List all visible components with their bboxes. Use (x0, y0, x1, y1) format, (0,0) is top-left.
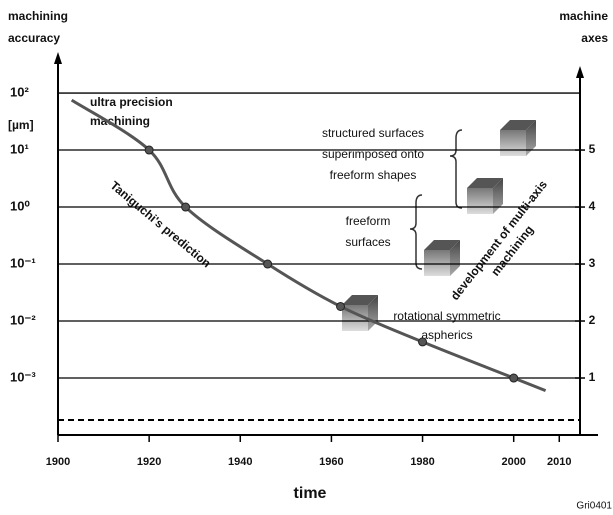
source: Gri0401 (576, 501, 612, 512)
y-tick-label: 10⁰ (10, 198, 30, 213)
brace (410, 195, 422, 269)
annotation: aspherics (421, 328, 472, 342)
y2-tick-label: 3 (589, 256, 596, 270)
annotation: superimposed onto (322, 147, 424, 161)
cube-front (500, 130, 526, 156)
y-tick-label: 10⁻² (10, 312, 36, 327)
data-point (337, 302, 345, 310)
y2-label: axes (581, 31, 608, 45)
chart: machining accuracy [µm] machine axes tim… (0, 0, 613, 515)
y2-tick-label: 2 (589, 313, 596, 327)
axis-arrow (54, 52, 62, 64)
annotation: ultra precision (90, 95, 173, 109)
y-label: accuracy (8, 31, 60, 45)
data-point (510, 374, 518, 382)
page: machining accuracy [µm] machine axes tim… (0, 0, 613, 515)
x-label: time (294, 485, 327, 502)
y-unit: [µm] (8, 118, 34, 132)
y2-label: machine (559, 9, 608, 23)
cube-front (424, 250, 450, 276)
annotation: surfaces (345, 235, 390, 249)
annotation: Taniguchi's prediction (108, 178, 214, 270)
data-point (182, 203, 190, 211)
y2-tick-label: 4 (589, 199, 596, 213)
y2-tick-label: 1 (589, 370, 596, 384)
x-tick-label: 1920 (137, 456, 161, 468)
data-point (264, 260, 272, 268)
y-label: machining (8, 9, 68, 23)
x-tick-label: 1900 (46, 456, 70, 468)
brace (450, 130, 462, 208)
y-tick-label: 10¹ (10, 141, 29, 156)
data-point (419, 338, 427, 346)
y-tick-label: 10² (10, 84, 29, 99)
annotation: freeform shapes (330, 168, 417, 182)
y-tick-label: 10⁻¹ (10, 255, 36, 270)
x-tick-label: 2010 (547, 456, 571, 468)
annotation: structured surfaces (322, 126, 424, 140)
x-tick-label: 2000 (501, 456, 525, 468)
x-tick-label: 1980 (410, 456, 434, 468)
x-tick-label: 1960 (319, 456, 343, 468)
y2-tick-label: 5 (589, 142, 596, 156)
annotation: freeform (346, 214, 391, 228)
cube-front (467, 188, 493, 214)
data-point (145, 146, 153, 154)
annotation-group: development of multi-axis machining (448, 177, 564, 313)
axis-arrow (576, 66, 584, 78)
y-tick-label: 10⁻³ (10, 369, 36, 384)
x-tick-label: 1940 (228, 456, 252, 468)
prediction-curve (72, 100, 546, 390)
